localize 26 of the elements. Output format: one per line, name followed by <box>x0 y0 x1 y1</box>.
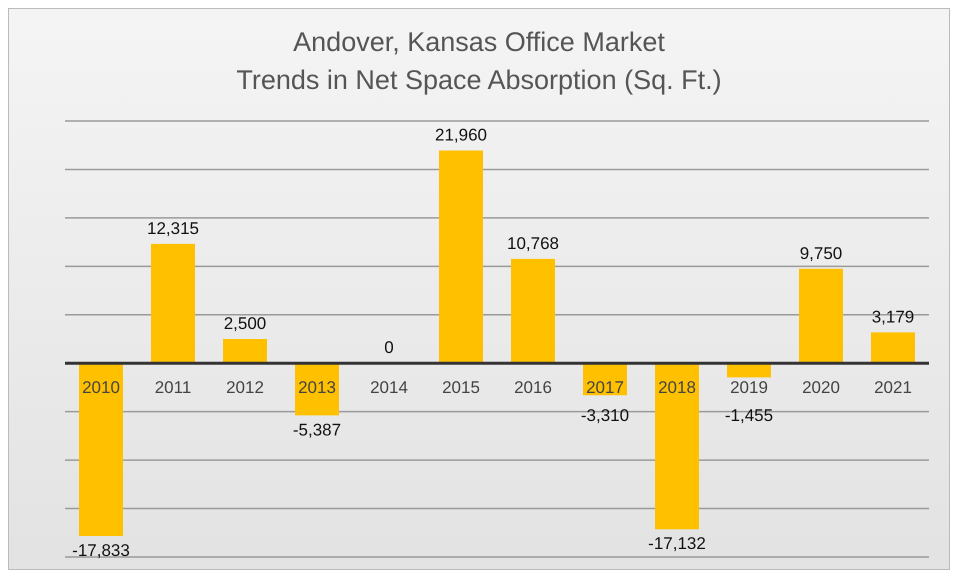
chart-title: Andover, Kansas Office Market <box>292 26 666 59</box>
x-tick-label: 2016 <box>514 378 552 398</box>
data-label: 21,960 <box>435 125 487 144</box>
x-tick-label: 2021 <box>874 378 912 398</box>
data-label: -17,132 <box>648 534 706 554</box>
x-tick-label: 2014 <box>370 378 408 398</box>
data-label: -1,455 <box>724 406 774 426</box>
data-label: -5,387 <box>292 420 342 440</box>
data-label: -3,310 <box>580 406 630 426</box>
data-label: -17,833 <box>72 541 130 560</box>
x-tick-label: 2015 <box>442 378 480 398</box>
x-tick-label: 2020 <box>802 378 840 398</box>
x-tick-label: 2012 <box>226 378 264 398</box>
data-label: 9,750 <box>800 244 842 263</box>
data-label: 12,315 <box>147 218 199 238</box>
data-label: 0 <box>384 338 394 358</box>
x-tick-label: 2011 <box>154 378 192 398</box>
data-label: 2,500 <box>224 314 266 333</box>
x-tick-label: 2017 <box>586 378 624 398</box>
data-label: 3,179 <box>872 307 914 326</box>
x-tick-label: 2010 <box>82 378 120 398</box>
data-label: 10,768 <box>507 234 559 253</box>
x-tick-label: 2018 <box>658 378 696 398</box>
chart-subtitle: Trends in Net Space Absorption (Sq. Ft.) <box>235 64 723 97</box>
x-tick-label: 2019 <box>730 378 768 398</box>
x-tick-label: 2013 <box>298 378 336 398</box>
